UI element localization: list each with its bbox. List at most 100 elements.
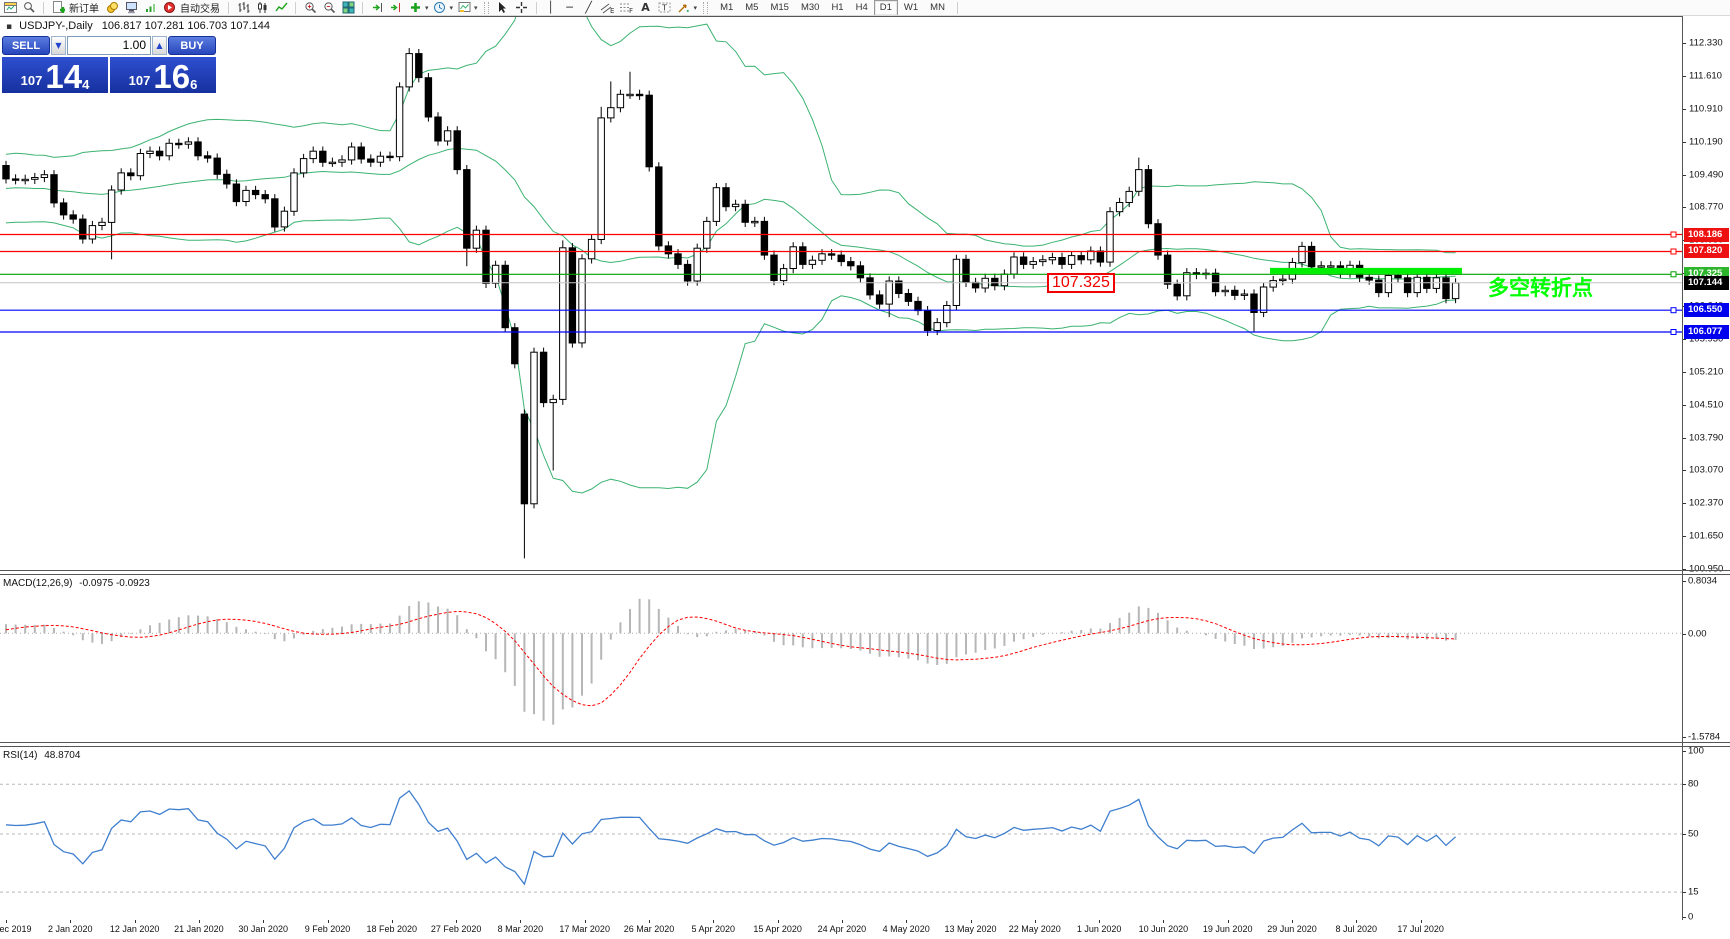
fibonacci-icon[interactable]: F — [619, 1, 635, 15]
data-window-icon[interactable] — [21, 1, 37, 15]
equidistant-channel-icon[interactable]: E — [600, 1, 616, 15]
candle-bear — [1375, 279, 1383, 294]
panel-separator[interactable] — [0, 746, 1730, 747]
candle-bull — [472, 229, 481, 249]
date-tick — [70, 920, 72, 923]
candle-bear — [799, 246, 807, 265]
timeframe-button-m1[interactable]: M1 — [720, 1, 734, 13]
candle-bull — [587, 238, 596, 260]
crosshair-icon[interactable] — [514, 1, 530, 15]
toolbar-drag-handle[interactable] — [703, 1, 709, 14]
text-label-tool-icon[interactable]: T — [657, 1, 673, 15]
price-axis-tick: 105.210 — [1689, 366, 1724, 378]
arrow-tools-icon[interactable] — [676, 1, 692, 15]
autotrading-label[interactable]: 自动交易 — [180, 4, 220, 15]
rsi-axis-dash — [1683, 917, 1686, 918]
candle-bear — [1154, 223, 1162, 256]
autotrading-icon[interactable] — [161, 1, 177, 15]
date-tick — [777, 920, 779, 923]
timeframe-button-d1[interactable]: D1 — [873, 0, 898, 15]
candle-bear — [463, 169, 471, 249]
zoom-out-icon[interactable] — [321, 1, 337, 15]
bar-chart-icon[interactable] — [235, 1, 251, 15]
new-order-label[interactable]: 新订单 — [69, 4, 99, 15]
horizontal-line-tool-icon[interactable]: ─ — [566, 0, 573, 14]
zoom-in-icon[interactable] — [302, 1, 318, 15]
sell-button[interactable]: SELL — [2, 36, 50, 55]
date-label: 13 May 2020 — [944, 924, 997, 934]
periods-dropdown-caret[interactable]: ▾ — [449, 3, 454, 12]
candlestick-chart-icon[interactable] — [254, 1, 270, 15]
auto-scroll-icon[interactable] — [369, 1, 385, 15]
chart-top-border — [0, 16, 1730, 17]
sell-price-tile[interactable]: 107 14 4 — [2, 57, 108, 93]
candle-bear — [223, 173, 231, 185]
panel-separator[interactable] — [0, 570, 1730, 571]
timeframe-button-h4[interactable]: H4 — [855, 1, 868, 13]
templates-dropdown-caret[interactable]: ▾ — [474, 3, 478, 12]
volume-increase-button[interactable]: ▲ — [152, 36, 167, 55]
indicators-icon[interactable] — [407, 1, 423, 15]
date-tick — [1292, 920, 1293, 923]
date-label: 2 Jan 2020 — [48, 924, 93, 934]
buy-price-tile[interactable]: 107 16 6 — [110, 57, 216, 93]
candle-bull — [1327, 265, 1335, 268]
new-order-icon[interactable] — [50, 1, 66, 15]
price-callout-label[interactable]: 107.325 — [1047, 273, 1115, 294]
candle-bull — [818, 253, 826, 261]
timeframe-button-mn[interactable]: MN — [930, 1, 945, 13]
timeframe-group: M1 M5 M15 M30 H1 H4 D1 W1 MN — [714, 0, 951, 15]
rsi-panel[interactable] — [0, 746, 1682, 920]
candle-bull — [299, 158, 308, 174]
market-watch-icon[interactable] — [104, 1, 120, 15]
candle-bull — [40, 174, 49, 178]
price-axis[interactable]: 112.330 111.610 110.910 110.190 109.490 108.7… — [1682, 16, 1730, 923]
timeframe-button-m30[interactable]: M30 — [800, 1, 820, 13]
date-label: 23 Dec 2019 — [0, 924, 32, 934]
line-anchor-handle — [1670, 231, 1677, 238]
price-axis-tick: 109.490 — [1689, 169, 1724, 181]
arrow-tools-dropdown-caret[interactable]: ▾ — [693, 3, 698, 12]
volume-decrease-button[interactable]: ▼ — [51, 36, 66, 55]
buy-button[interactable]: BUY — [168, 36, 216, 55]
sell-price-handle: 107 — [20, 73, 43, 88]
candle-bear — [923, 310, 932, 332]
signal-icon[interactable] — [142, 1, 158, 15]
date-axis[interactable]: 23 Dec 2019 2 Jan 2020 12 Jan 2020 21 Jan 2… — [0, 920, 1730, 939]
date-label: 8 Mar 2020 — [497, 924, 544, 934]
text-tool-icon[interactable]: A — [641, 0, 650, 14]
cursor-icon[interactable] — [495, 1, 511, 15]
chart-window[interactable]: 112.330 111.610 110.910 110.190 109.490 108.7… — [0, 16, 1730, 939]
rsi-indicator-label: RSI(14) 48.8704 — [3, 750, 80, 761]
indicators-dropdown-caret[interactable]: ▾ — [425, 3, 429, 12]
tile-windows-icon[interactable] — [340, 1, 356, 15]
terminal-icon[interactable] — [123, 1, 139, 15]
panel-separator[interactable] — [0, 742, 1730, 743]
candle-bull — [1259, 286, 1268, 313]
templates-icon[interactable] — [456, 1, 472, 15]
timeframe-button-m5[interactable]: M5 — [745, 1, 759, 13]
candle-bear — [847, 261, 855, 267]
timeframe-button-h1[interactable]: H1 — [831, 1, 844, 13]
chart-shift-icon[interactable] — [388, 1, 404, 15]
candle-bear — [203, 155, 212, 159]
date-label: 27 Feb 2020 — [430, 924, 482, 934]
line-chart-icon[interactable] — [273, 1, 289, 15]
vertical-line-tool-icon[interactable]: │ — [547, 0, 554, 14]
volume-input[interactable]: 1.00 — [67, 36, 151, 55]
pivot-annotation-text[interactable]: 多空转折点 — [1488, 277, 1593, 301]
main-price-chart[interactable] — [0, 17, 1682, 570]
toolbar-drag-handle[interactable] — [483, 1, 489, 14]
chart-window-icon[interactable] — [2, 1, 18, 15]
price-axis-tick: 102.370 — [1689, 497, 1724, 509]
timeframe-button-m15[interactable]: M15 — [770, 1, 789, 13]
candle-bull — [626, 93, 634, 97]
periods-icon[interactable] — [432, 1, 448, 15]
trendline-tool-icon[interactable]: ╱ — [585, 0, 592, 14]
candle-bull — [136, 153, 145, 177]
macd-panel[interactable] — [0, 575, 1682, 742]
price-axis-dash — [1683, 207, 1686, 208]
panel-separator[interactable] — [0, 574, 1730, 575]
timeframe-button-w1[interactable]: W1 — [903, 1, 919, 13]
price-axis-tick: 110.190 — [1689, 136, 1723, 148]
